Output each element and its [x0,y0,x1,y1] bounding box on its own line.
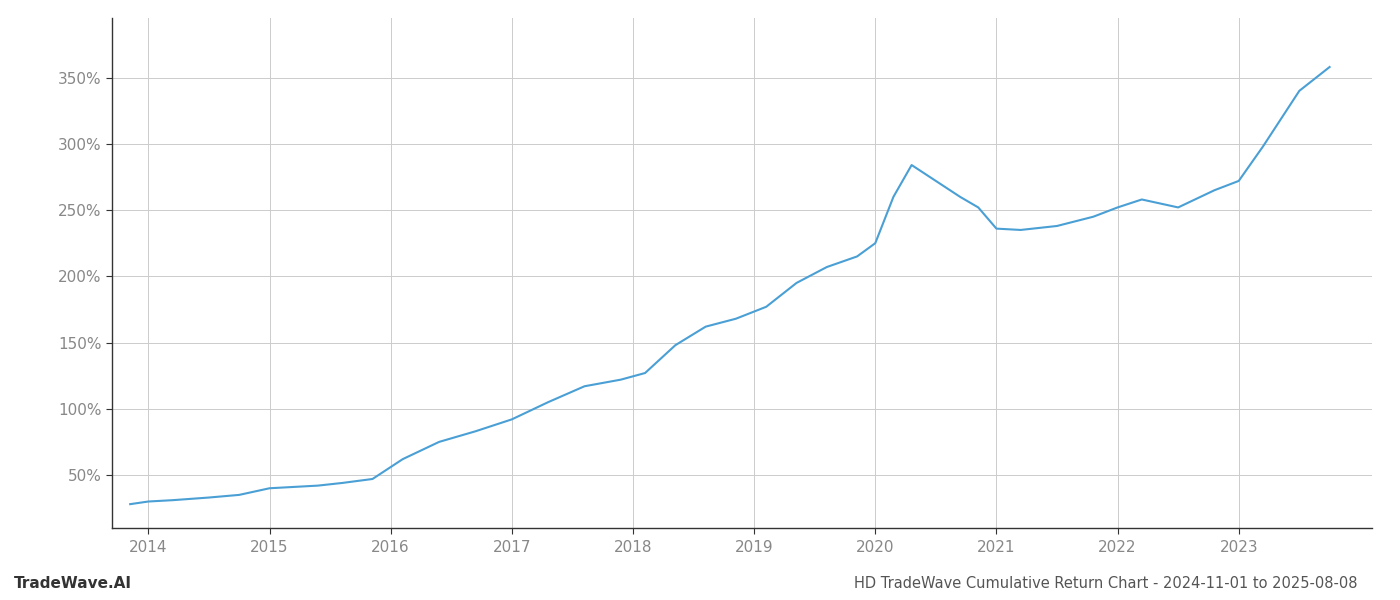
Text: HD TradeWave Cumulative Return Chart - 2024-11-01 to 2025-08-08: HD TradeWave Cumulative Return Chart - 2… [854,576,1358,591]
Text: TradeWave.AI: TradeWave.AI [14,576,132,591]
